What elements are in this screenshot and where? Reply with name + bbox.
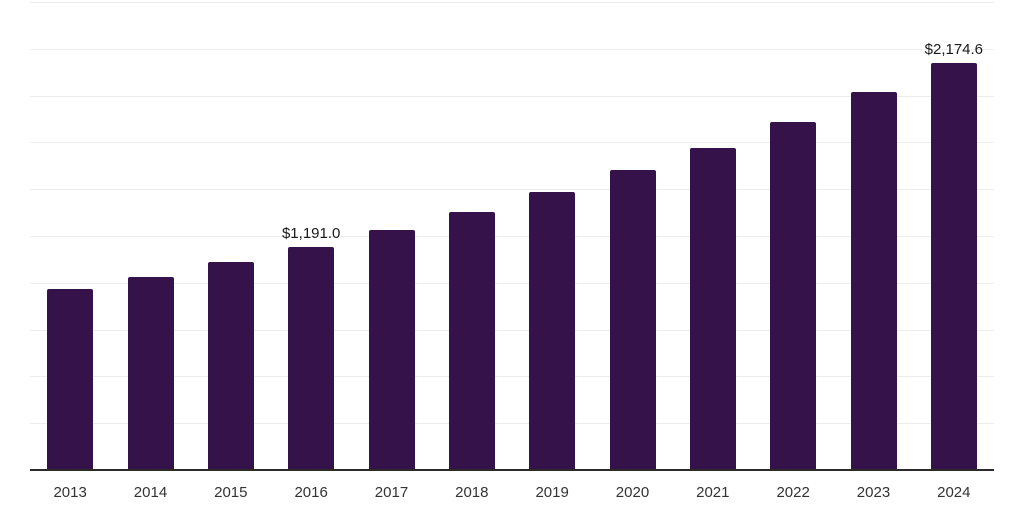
- gridline: [30, 376, 994, 378]
- gridline: [30, 48, 994, 50]
- gridline: [30, 329, 994, 331]
- bar-2024[interactable]: [930, 62, 977, 470]
- x-tick-2014: 2014: [133, 484, 168, 501]
- data-label-2016: $1,191.0: [281, 225, 341, 243]
- bar-2019[interactable]: [529, 192, 576, 470]
- bar-2013[interactable]: [47, 288, 94, 470]
- gridline: [30, 95, 994, 97]
- gridline: [30, 282, 994, 284]
- plot-area: $1,191.0 $2,174.6: [30, 2, 994, 471]
- gridline: [30, 189, 994, 191]
- bar-2014[interactable]: [127, 276, 174, 470]
- gridline: [30, 236, 994, 237]
- bar-2017[interactable]: [368, 229, 415, 470]
- x-tick-2015: 2015: [214, 484, 248, 501]
- data-label-2024: $2,174.6: [924, 40, 984, 58]
- bar-2021[interactable]: [689, 147, 736, 470]
- gridline: [30, 142, 994, 144]
- x-tick-2018: 2018: [455, 484, 489, 501]
- bar-2023[interactable]: [850, 92, 897, 470]
- x-tick-2013: 2013: [53, 484, 87, 501]
- x-tick-2016: 2016: [294, 484, 328, 501]
- x-axis-line: [30, 469, 994, 471]
- bar-2018[interactable]: [448, 211, 495, 470]
- x-axis: 2013 2014 2015 2016 2017 2018 2019 2020 2021 2022…: [30, 484, 994, 506]
- bar-2022[interactable]: [770, 121, 817, 470]
- bar-2020[interactable]: [609, 170, 656, 470]
- x-tick-2019: 2019: [535, 484, 569, 501]
- x-tick-2022: 2022: [776, 484, 810, 501]
- x-tick-2023: 2023: [856, 484, 891, 501]
- gridline: [30, 2, 994, 3]
- x-tick-2021: 2021: [696, 484, 730, 501]
- bar-2016[interactable]: [288, 247, 335, 470]
- x-tick-2024: 2024: [937, 484, 971, 501]
- x-tick-2017: 2017: [374, 484, 409, 501]
- x-tick-2020: 2020: [615, 484, 650, 501]
- gridline: [30, 423, 994, 425]
- bar-2015[interactable]: [207, 262, 254, 470]
